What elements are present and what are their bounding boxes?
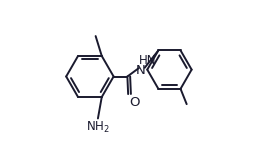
Text: O: O	[129, 96, 139, 109]
Text: NH$_2$: NH$_2$	[86, 120, 110, 135]
Text: N: N	[136, 64, 146, 77]
Text: HN: HN	[139, 54, 157, 67]
